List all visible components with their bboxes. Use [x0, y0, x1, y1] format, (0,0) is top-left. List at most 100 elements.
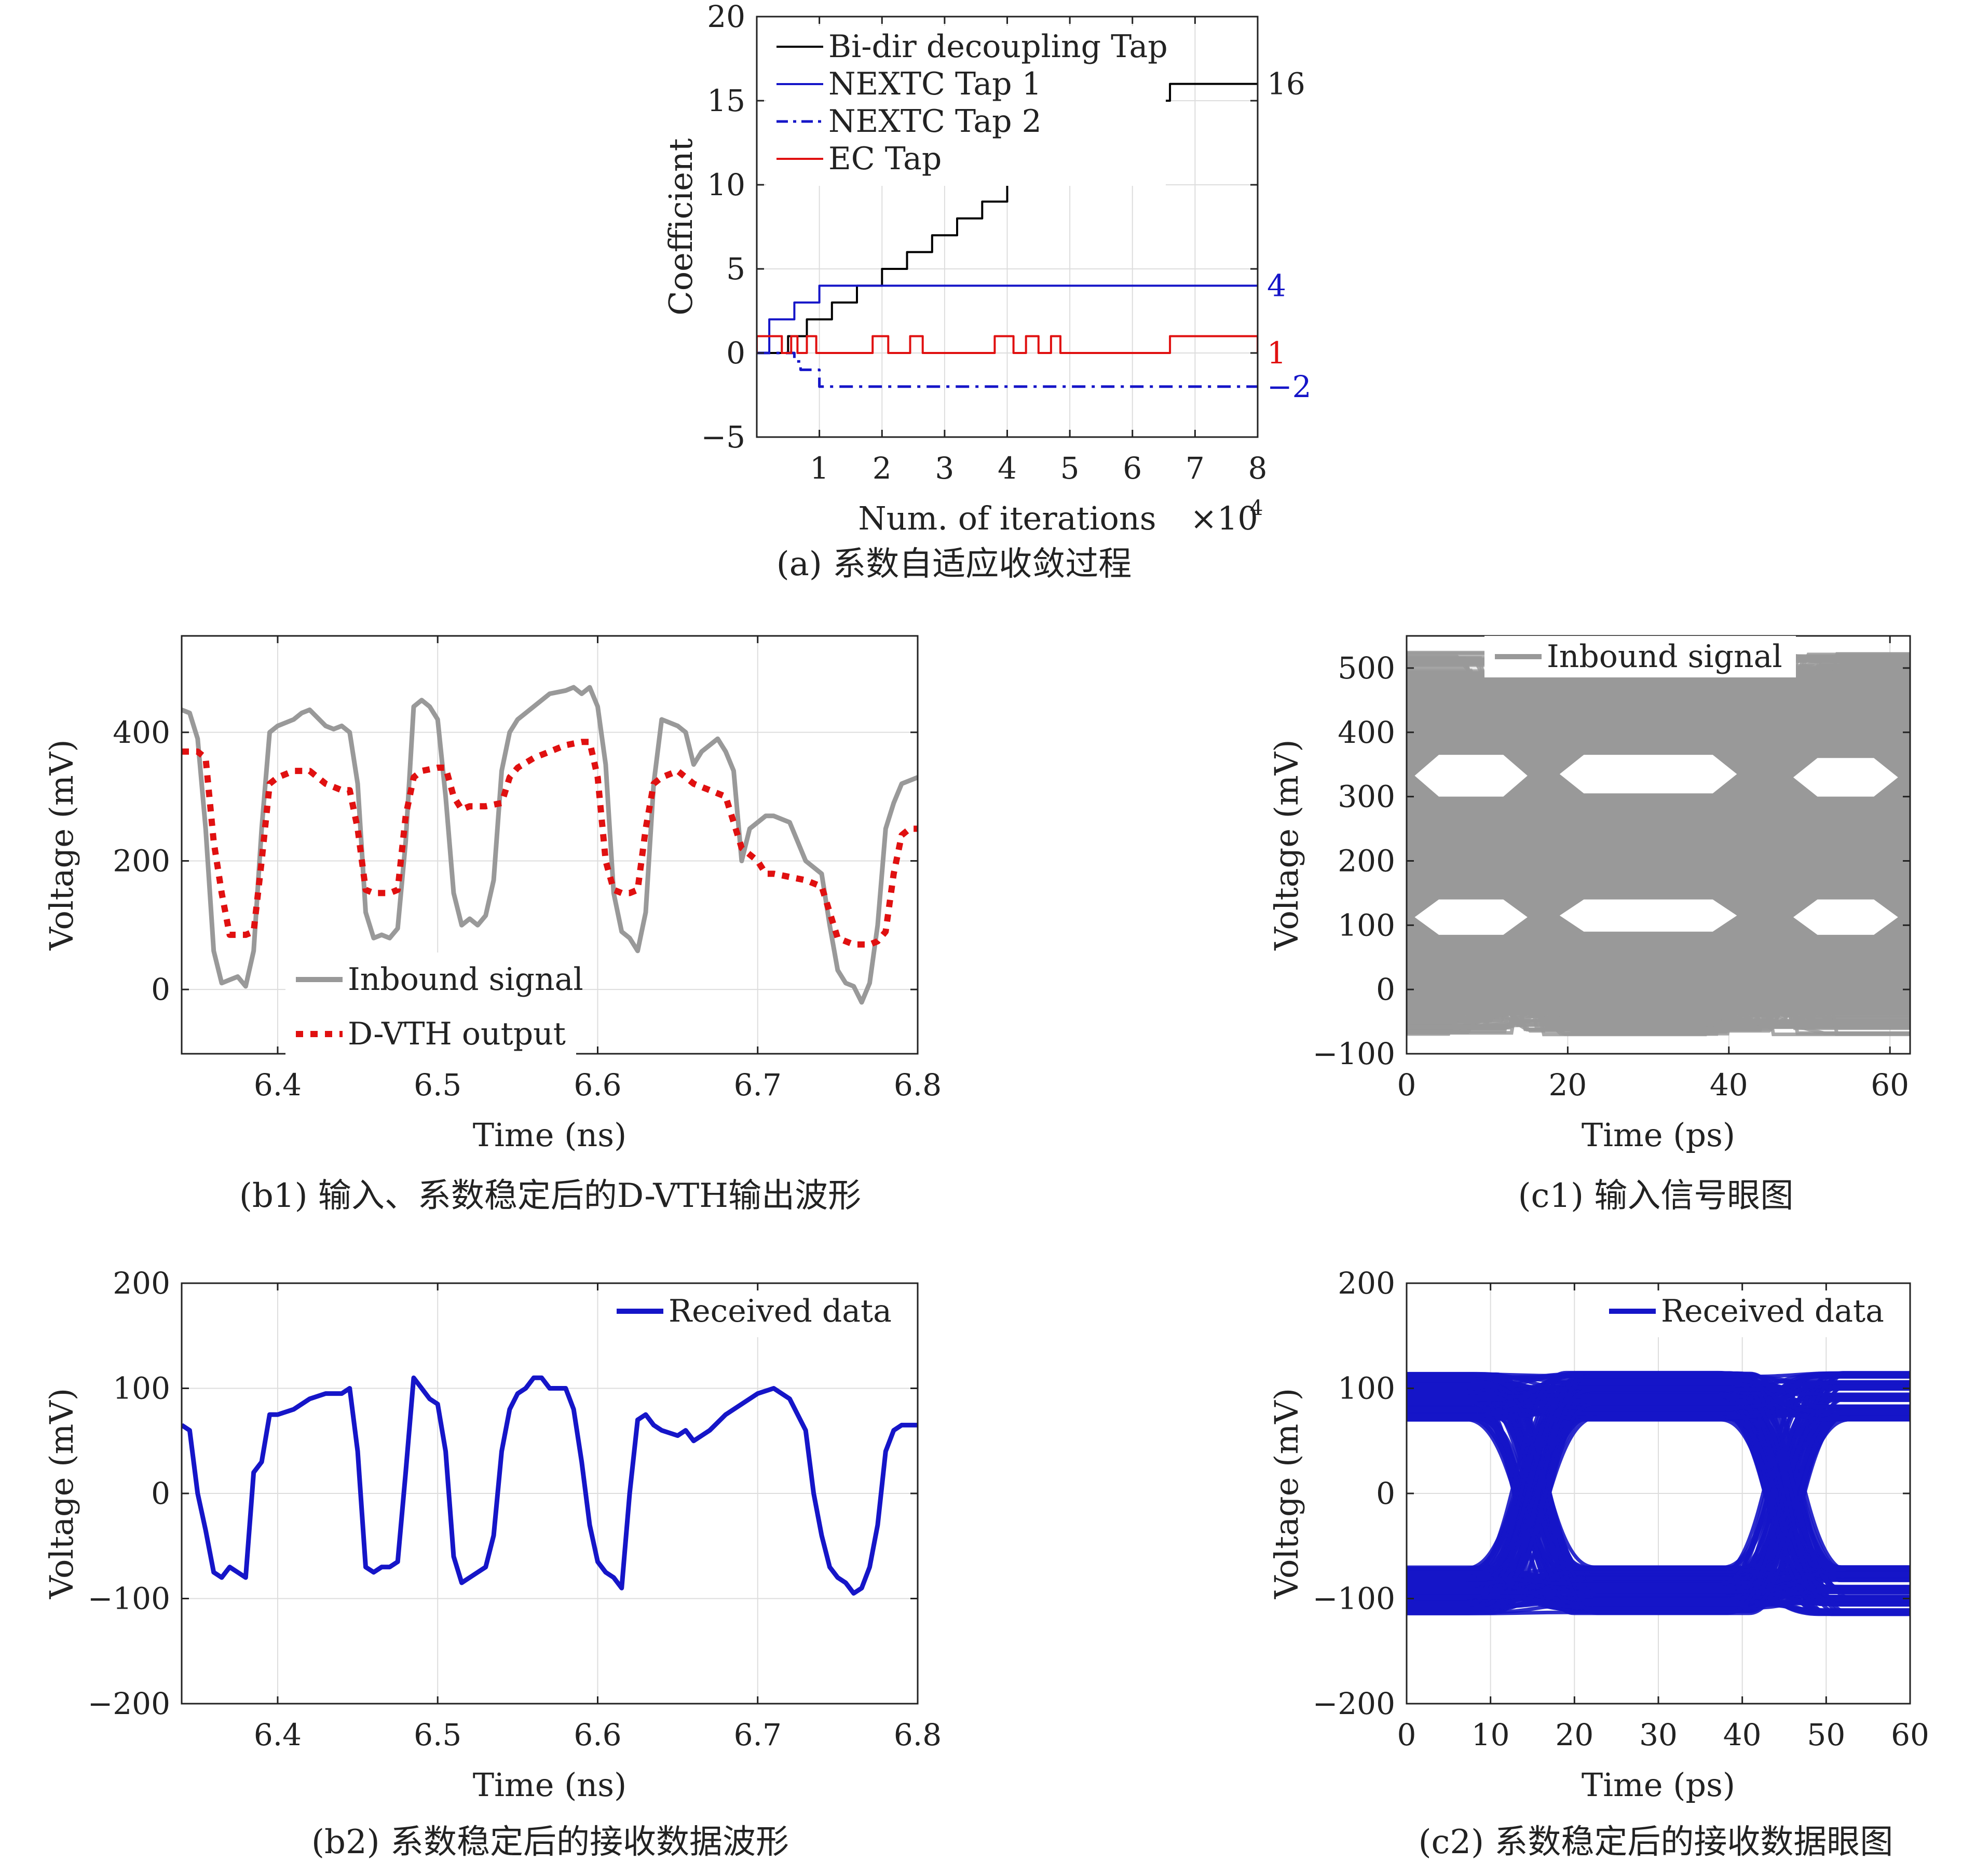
y-axis-label: Voltage (mV) [1268, 1388, 1305, 1599]
x-axis-label: Num. of iterations [858, 499, 1156, 537]
x-tick-label: 6.6 [574, 1717, 621, 1752]
plot-area [182, 1375, 918, 1596]
y-tick-label: 300 [1338, 779, 1395, 814]
y-tick-label: −100 [1313, 1036, 1395, 1071]
x-tick-label: 7 [1186, 451, 1205, 486]
y-tick-label: −100 [1313, 1581, 1395, 1616]
series-nextc-tap-1-end-label: 4 [1267, 268, 1286, 303]
series-ec-tap-end-label: 1 [1267, 335, 1286, 371]
legend-label: NEXTC Tap 2 [828, 103, 1042, 140]
x-axis-label: Time (ns) [473, 1766, 627, 1804]
panel-caption: (c1) 输入信号眼图 [1518, 1177, 1794, 1215]
x-tick-label: 4 [998, 451, 1017, 486]
eye-opening [1559, 755, 1737, 794]
y-tick-label: 200 [1338, 1266, 1395, 1301]
y-tick-label: 20 [707, 0, 745, 34]
y-axis-label: Voltage (mV) [43, 1388, 80, 1599]
x-tick-label: 6 [1123, 451, 1142, 486]
legend-label: Inbound signal [1547, 638, 1782, 675]
y-tick-label: 200 [113, 843, 170, 878]
eye-band [1407, 671, 1910, 1015]
gridlines [1406, 1283, 1911, 1704]
y-tick-label: 100 [113, 1371, 170, 1406]
y-axis-label: Coefficient [662, 138, 700, 316]
x-tick-label: 6.7 [734, 1067, 782, 1103]
y-axis-label: Voltage (mV) [43, 739, 80, 950]
y-tick-label: 0 [151, 972, 170, 1007]
y-tick-label: 200 [1338, 843, 1395, 878]
y-tick-label: −100 [88, 1581, 170, 1616]
legend-box [285, 953, 576, 1072]
legend-label: EC Tap [828, 141, 942, 177]
x-tick-label: 1 [810, 451, 829, 486]
plot-area [1407, 650, 1910, 1037]
x-axis-label: Time (ps) [1582, 1116, 1735, 1154]
gridlines [182, 1283, 918, 1704]
x-tick-label: 20 [1555, 1717, 1593, 1752]
y-tick-label: 400 [1338, 715, 1395, 750]
legend: Inbound signal [1484, 636, 1796, 677]
x-tick-label: 0 [1397, 1717, 1416, 1752]
y-tick-label: 100 [1338, 1371, 1395, 1406]
panel-b2-received-waveform: 6.4 6.5 6.6 6.7 6.8 −200 −100 0 100 200 Time (ns) V… [43, 1266, 942, 1861]
series-ec-tap [757, 335, 1258, 354]
series-inbound-signal [182, 685, 918, 1005]
y-tick-label: −5 [701, 419, 746, 455]
x-tick-label: 6.5 [414, 1067, 461, 1103]
x-tick-label: 5 [1060, 451, 1080, 486]
x-tick-label: 6.8 [894, 1717, 942, 1752]
y-tick-label: 100 [1338, 907, 1395, 943]
x-tick-label: 2 [873, 451, 892, 486]
plot-area [182, 685, 918, 1005]
series-d-vth-output [182, 739, 918, 948]
eye-opening [1414, 755, 1528, 797]
eye-opening [1793, 899, 1898, 935]
legend: Received data [1599, 1290, 1905, 1337]
y-tick-label: 0 [1376, 972, 1395, 1007]
series-received-data [1407, 1370, 1910, 1616]
eye-trace [1407, 1411, 1910, 1606]
series-nextc-tap-2-end-label: −2 [1267, 369, 1312, 404]
panel-caption: (b2) 系数稳定后的接收数据波形 [311, 1823, 789, 1861]
eye-opening [1559, 899, 1737, 932]
x-tick-label: 60 [1891, 1717, 1929, 1752]
series-bi-dir-decoupling-tap-end-label: 16 [1267, 66, 1305, 102]
y-tick-label: 0 [726, 335, 745, 371]
series-nextc-tap-1 [757, 284, 1258, 354]
x-tick-label: 40 [1723, 1717, 1762, 1752]
x-tick-label: 20 [1548, 1067, 1587, 1103]
y-tick-label: 200 [113, 1266, 170, 1301]
x-tick-label: 6.5 [414, 1717, 461, 1752]
x-tick-label: 30 [1639, 1717, 1678, 1752]
eye-trace [1407, 1378, 1910, 1595]
panel-caption: (c2) 系数稳定后的接收数据眼图 [1419, 1823, 1893, 1861]
x-tick-label: 60 [1871, 1067, 1909, 1103]
x-tick-label: 0 [1397, 1067, 1416, 1103]
x-axis-label: Time (ps) [1582, 1766, 1735, 1804]
x-tick-label: 3 [935, 451, 954, 486]
legend-box [766, 26, 1166, 186]
panel-b1-inbound-and-dvth-waveform: 6.4 6.5 6.6 6.7 6.8 0 200 400 Time (ns) Voltage (… [43, 635, 942, 1215]
x-axis-exponent: 4 [1250, 496, 1263, 520]
eye-trace [1407, 1567, 1910, 1594]
x-axis-multiplier: ×10 [1190, 499, 1258, 537]
legend: Inbound signal D-VTH output [285, 953, 583, 1072]
eye-trace [1407, 1404, 1910, 1601]
eye-trace [1407, 1372, 1910, 1592]
legend-label: Received data [669, 1293, 892, 1329]
y-tick-label: 15 [707, 83, 745, 118]
x-tick-label: 6.6 [574, 1067, 621, 1103]
panel-c2-received-eye-diagram: 0 10 20 30 40 50 60 −200 −100 0 100 200 Time (ps) Vol… [1268, 1266, 1929, 1861]
x-tick-label: 50 [1807, 1717, 1845, 1752]
legend-label: D-VTH output [348, 1016, 566, 1052]
legend-label: NEXTC Tap 1 [828, 66, 1042, 102]
y-tick-label: 400 [113, 715, 170, 750]
y-tick-label: 0 [151, 1476, 170, 1511]
x-tick-label: 6.7 [734, 1717, 782, 1752]
series-inbound-signal [1407, 650, 1910, 1037]
x-tick-label: 8 [1248, 451, 1268, 486]
series-nextc-tap-2 [757, 351, 1258, 388]
